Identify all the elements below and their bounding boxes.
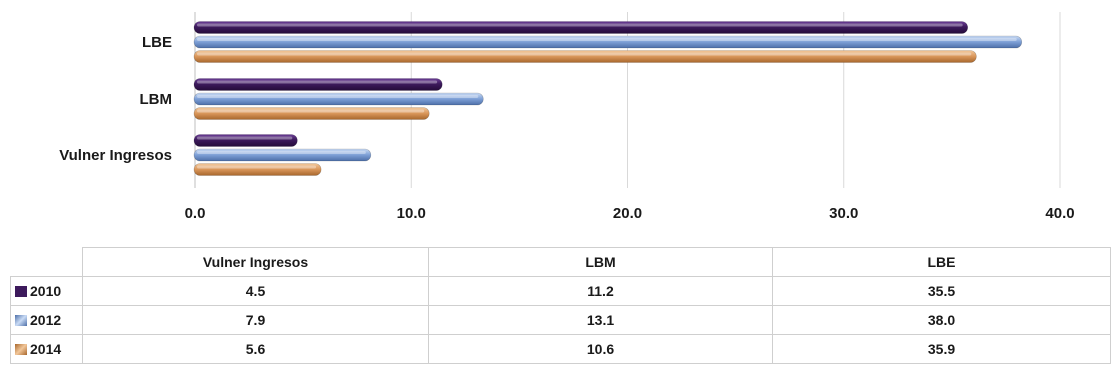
table-row: 2012 7.9 13.1 38.0 (10, 305, 1111, 335)
bar-highlight (197, 80, 438, 84)
category-label: LBE (142, 34, 172, 51)
legend-swatch-2012 (15, 315, 27, 326)
bar-highlight (197, 109, 425, 113)
bar-highlight (197, 165, 317, 169)
legend-swatch-2010 (15, 286, 27, 297)
table-cell: 11.2 (428, 276, 773, 306)
category-label: LBM (140, 91, 173, 108)
table-cell: 10.6 (428, 334, 773, 364)
column-header: LBE (772, 247, 1111, 277)
bar-2012-lbm (193, 92, 484, 106)
table-cell: 38.0 (772, 305, 1111, 335)
legend-swatch-2014 (15, 344, 27, 355)
bar-2014-lbm (193, 107, 430, 120)
bar-highlight (197, 52, 972, 56)
bar-highlight (197, 23, 963, 27)
row-header: 2014 (10, 334, 83, 364)
category-labels: LBE LBM Vulner Ingresos (59, 34, 172, 164)
table-cell: 13.1 (428, 305, 773, 335)
row-label: 2012 (30, 312, 62, 328)
x-tick-label: 10.0 (397, 205, 426, 222)
x-tick-label: 30.0 (829, 205, 858, 222)
column-header: Vulner Ingresos (82, 247, 429, 277)
table-row: 2014 5.6 10.6 35.9 (10, 334, 1111, 364)
table-cell: 7.9 (82, 305, 429, 335)
row-label: 2014 (30, 341, 62, 357)
table-corner (10, 247, 83, 277)
bar-2014-lbe (193, 50, 977, 63)
table-header-row: Vulner Ingresos LBM LBE (10, 247, 1111, 277)
column-header: LBM (428, 247, 773, 277)
table-row: 2010 4.5 11.2 35.5 (10, 276, 1111, 306)
table-cell: 35.5 (772, 276, 1111, 306)
bar-2010-vulner-ingresos (193, 134, 298, 147)
bar-highlight (197, 95, 479, 98)
row-label: 2010 (30, 283, 62, 299)
row-header: 2010 (10, 276, 83, 306)
x-tick-label: 20.0 (613, 205, 642, 222)
x-tick-labels: 0.0 10.0 20.0 30.0 40.0 (185, 205, 1075, 222)
table-cell: 4.5 (82, 276, 429, 306)
table-cell: 5.6 (82, 334, 429, 364)
bar-2012-lbe (193, 35, 1023, 49)
bars (193, 21, 1023, 176)
x-tick-label: 40.0 (1045, 205, 1074, 222)
bar-2012-vulner-ingresos (193, 148, 372, 162)
bar-highlight (197, 38, 1017, 41)
x-tick-label: 0.0 (185, 205, 206, 222)
bar-2014-vulner-ingresos (193, 163, 322, 176)
category-label: Vulner Ingresos (59, 147, 172, 164)
table-cell: 35.9 (772, 334, 1111, 364)
bar-chart: LBE LBM Vulner Ingresos 0.0 10.0 20.0 30.0 40.… (59, 12, 1075, 222)
bar-2010-lbe (193, 21, 968, 34)
data-table: Vulner Ingresos LBM LBE 2010 4.5 11.2 35… (10, 247, 1111, 364)
bar-2010-lbm (193, 78, 443, 91)
bar-highlight (197, 136, 293, 140)
bar-highlight (197, 151, 366, 154)
row-header: 2012 (10, 305, 83, 335)
